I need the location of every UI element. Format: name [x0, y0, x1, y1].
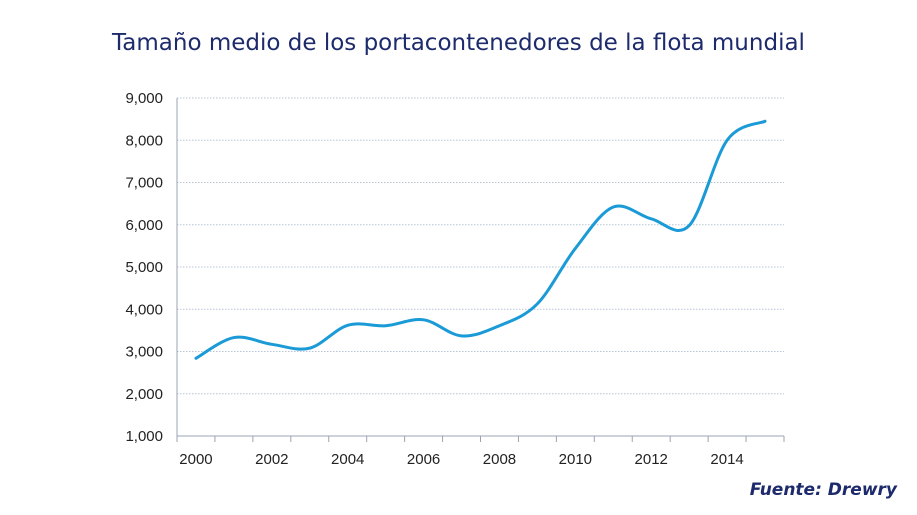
- series-line: [194, 119, 767, 360]
- y-tick-label: 5,000: [125, 259, 163, 276]
- x-tick-label: 2010: [559, 451, 592, 468]
- x-tick-label: 2002: [255, 451, 288, 468]
- source-note: Fuente: Drewry: [749, 480, 897, 500]
- y-tick-label: 8,000: [125, 132, 163, 149]
- y-tick-label: 9,000: [125, 90, 163, 107]
- x-tick-label: 2006: [407, 451, 440, 468]
- x-tick-label: 2008: [483, 451, 516, 468]
- x-tick-label: 2012: [635, 451, 668, 468]
- y-tick-label: 7,000: [125, 175, 163, 192]
- x-tick-label: 2000: [179, 451, 212, 468]
- chart-title: Tamaño medio de los portacontenedores de…: [112, 30, 805, 56]
- y-tick-label: 2,000: [125, 386, 163, 403]
- y-tick-label: 6,000: [125, 217, 163, 234]
- x-tick-label: 2004: [331, 451, 364, 468]
- y-tick-label: 1,000: [125, 428, 163, 445]
- x-tick-label: 2014: [710, 451, 743, 468]
- y-tick-label: 3,000: [125, 344, 163, 361]
- y-tick-label: 4,000: [125, 301, 163, 318]
